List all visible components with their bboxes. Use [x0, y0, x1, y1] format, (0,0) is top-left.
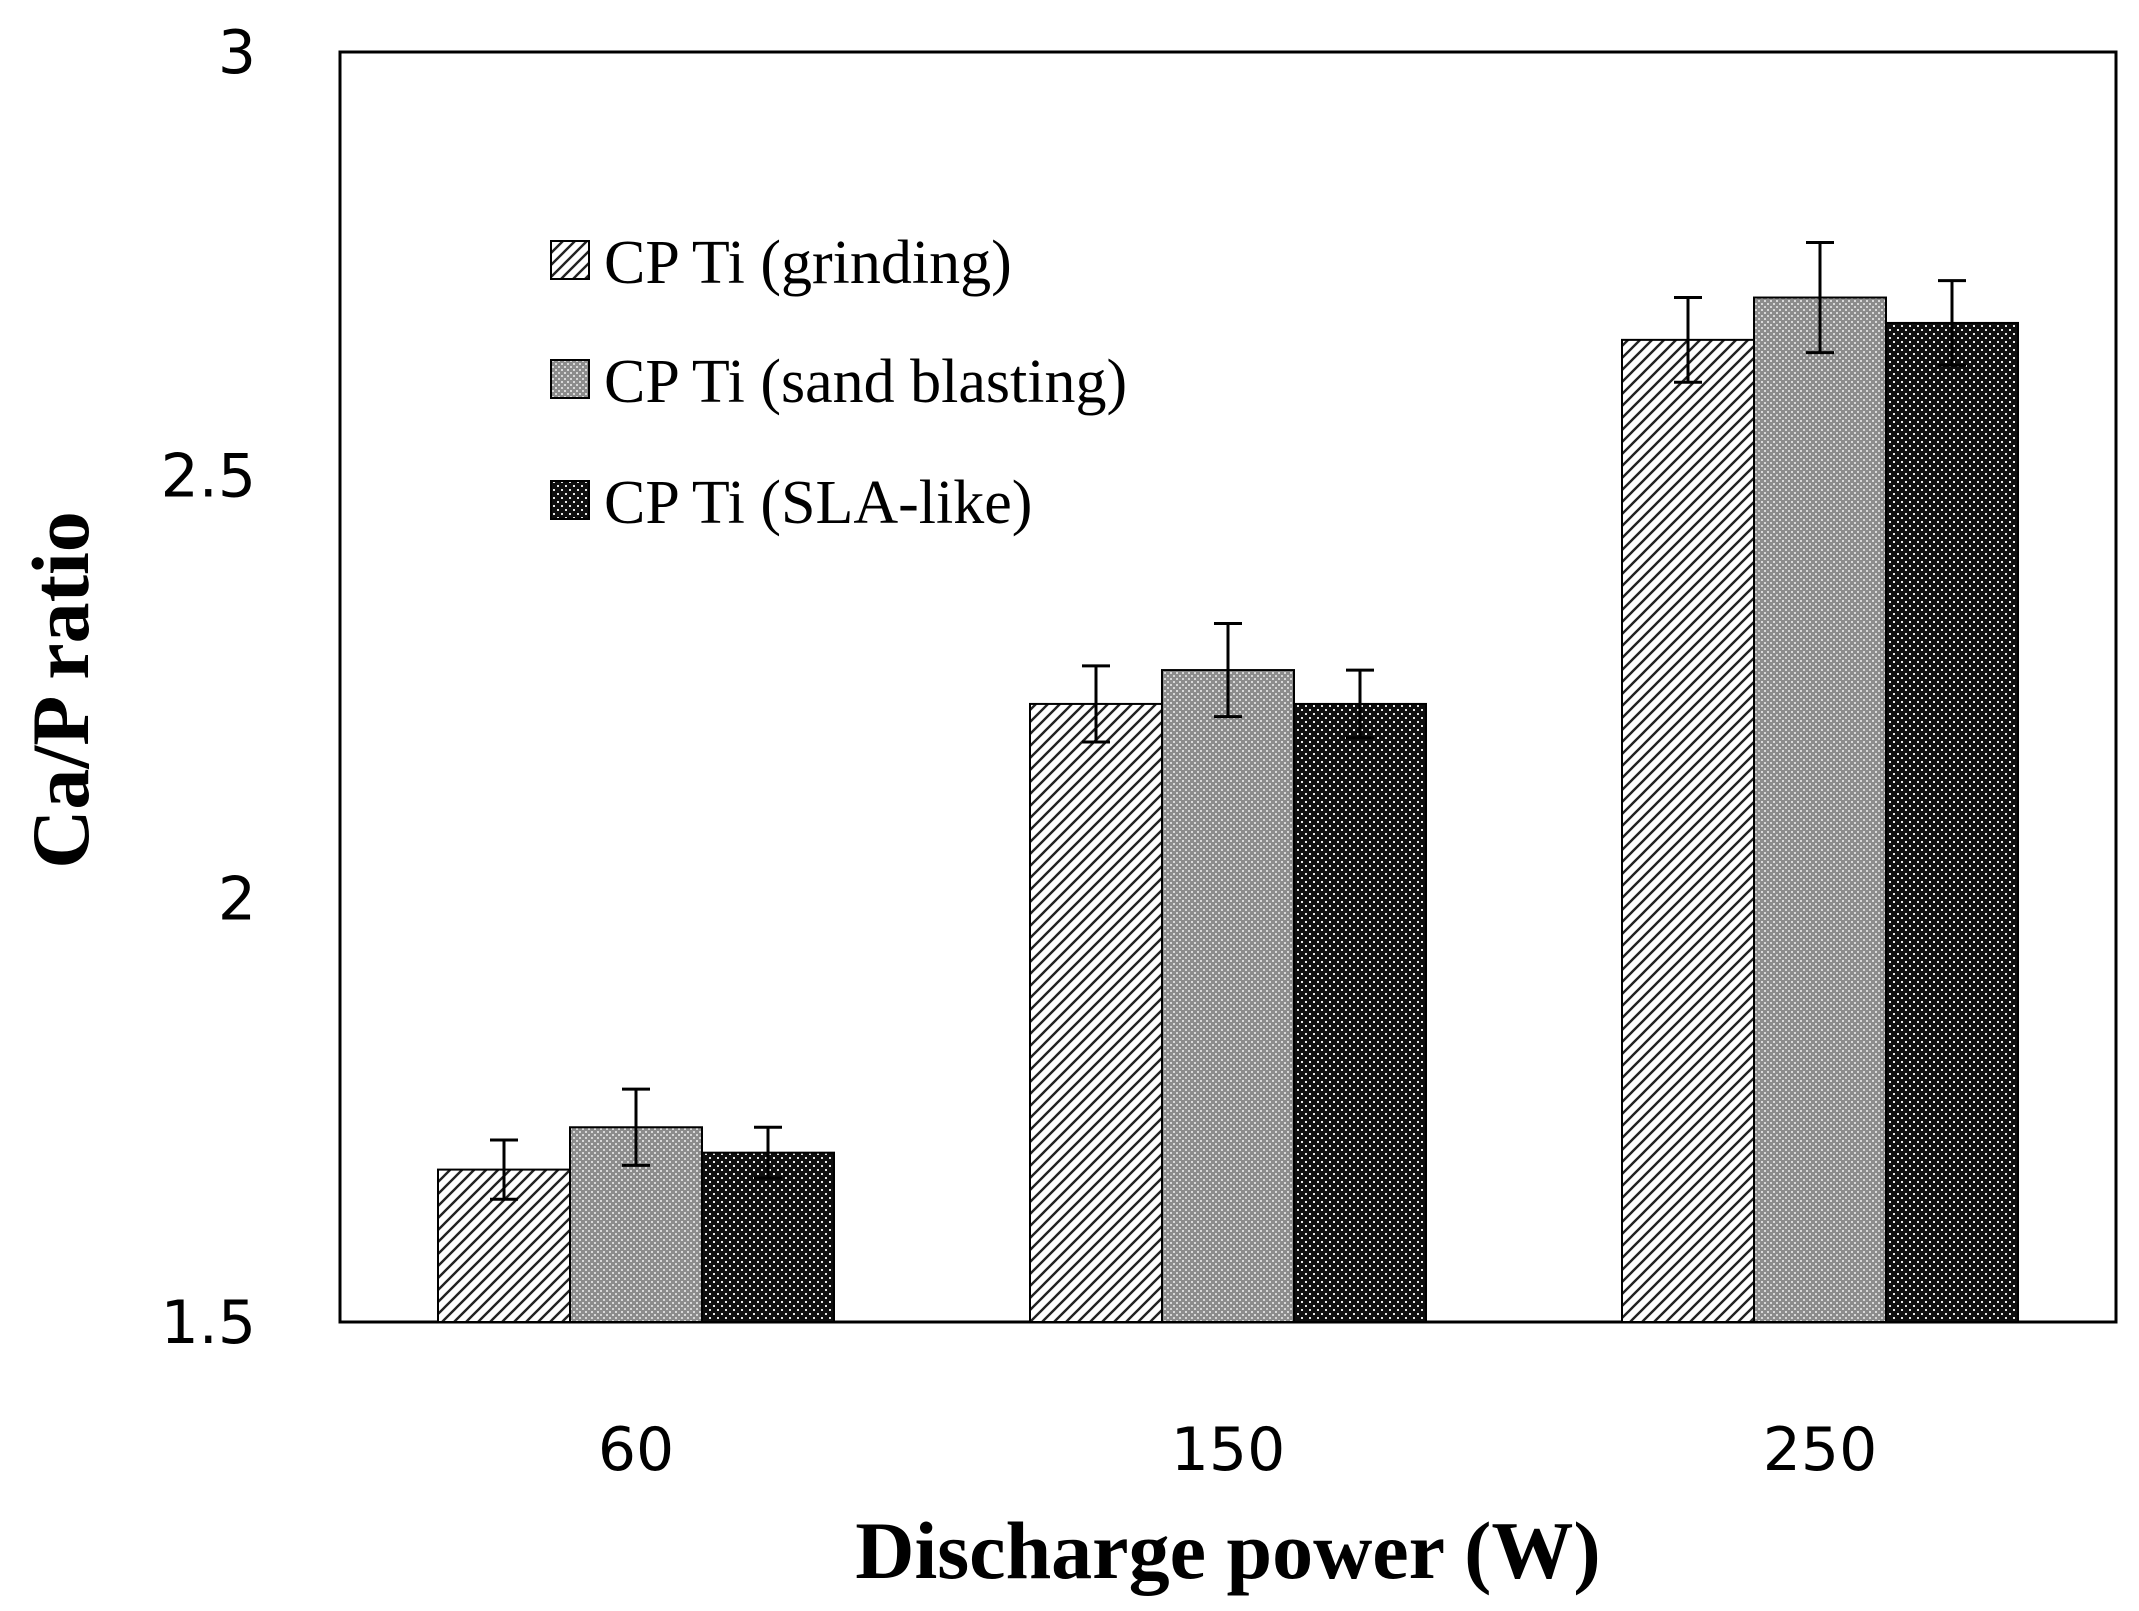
bar-60-series-3	[701, 1151, 835, 1323]
x-tick-label: 150	[1171, 1415, 1286, 1485]
error-bar-250-series-2	[1806, 241, 1834, 355]
y-axis-title: Ca/P ratio	[15, 511, 106, 869]
bar-150-series-3	[1293, 702, 1427, 1323]
x-axis-ticks: 60 150 250	[598, 1415, 1877, 1485]
x-tick-label: 250	[1763, 1415, 1878, 1485]
legend-swatch-sla-like	[550, 480, 590, 520]
error-bar-250-series-3	[1938, 279, 1966, 367]
legend-swatch-sand-blasting	[550, 359, 590, 399]
error-bar-60-series-3	[754, 1125, 782, 1180]
y-axis-ticks: 1.5 2 2.5 3	[161, 18, 256, 1358]
error-bar-60-series-2	[622, 1087, 650, 1167]
bar-150-series-2	[1161, 669, 1295, 1323]
y-tick-label: 1.5	[161, 1288, 256, 1358]
error-bar-150-series-2	[1214, 622, 1242, 719]
legend-label-sla-like: CP Ti (SLA-like)	[604, 469, 1032, 537]
bar-250-series-3	[1885, 321, 2019, 1323]
y-tick-label: 2.5	[161, 441, 256, 511]
y-tick-label: 3	[218, 18, 256, 88]
x-axis-title: Discharge power (W)	[855, 1505, 1600, 1596]
legend-label-grinding: CP Ti (grinding)	[604, 229, 1012, 297]
bar-250-series-1	[1621, 338, 1755, 1324]
legend-label-sand-blasting: CP Ti (sand blasting)	[604, 348, 1127, 416]
x-tick-label: 60	[598, 1415, 674, 1485]
y-tick-label: 2	[218, 865, 256, 935]
error-bar-60-series-1	[490, 1138, 518, 1201]
bar-250-series-2	[1753, 296, 1887, 1323]
error-bar-150-series-3	[1346, 668, 1374, 740]
legend-swatch-grinding	[550, 240, 590, 280]
error-bar-150-series-1	[1082, 664, 1110, 744]
error-bars	[490, 241, 1966, 1201]
legend: CP Ti (grinding) CP Ti (sand blasting) C…	[550, 229, 1127, 537]
error-bar-250-series-1	[1674, 296, 1702, 384]
bar-150-series-1	[1029, 702, 1163, 1323]
bars	[437, 296, 2019, 1324]
